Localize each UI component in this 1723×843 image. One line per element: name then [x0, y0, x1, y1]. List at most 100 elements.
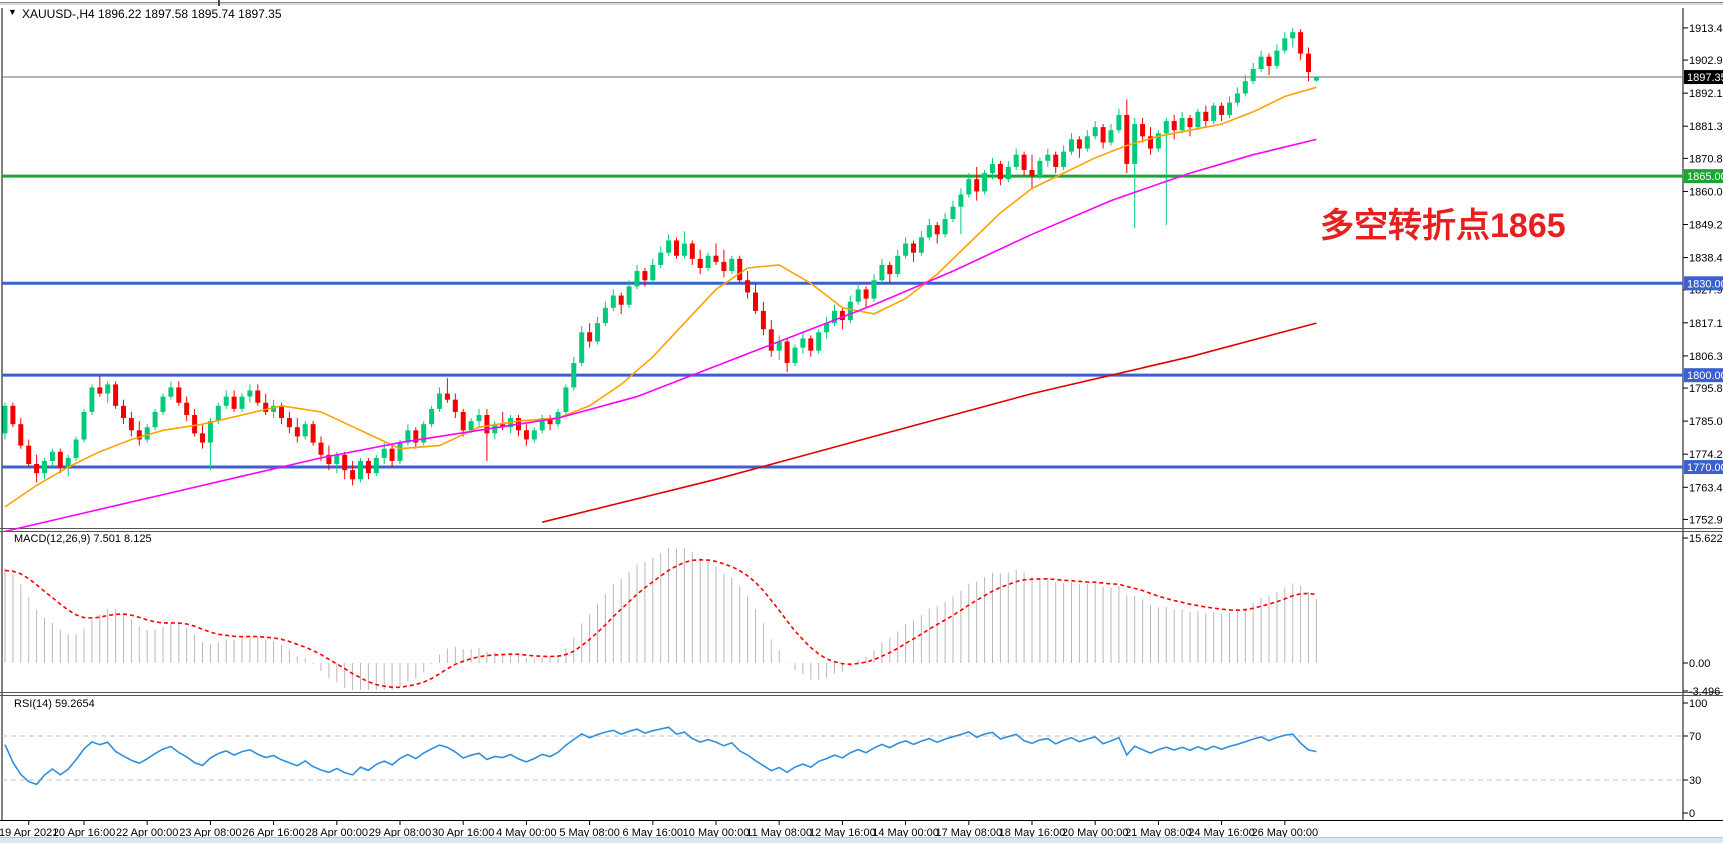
price-tick-label: 1860.00 [1689, 186, 1723, 198]
candle [871, 274, 877, 302]
fast-ma-line [4, 86, 1317, 508]
macd-indicator-label: MACD(12,26,9) 7.501 8.125 [14, 533, 152, 545]
candle [942, 212, 948, 238]
candle [73, 436, 79, 461]
candle [1258, 50, 1264, 73]
candle [1124, 99, 1130, 174]
candle [1171, 114, 1177, 140]
candle [855, 283, 861, 305]
chart-title-ohlc: XAUUSD-,H4 1896.22 1897.58 1895.74 1897.… [22, 7, 282, 21]
candle [903, 237, 909, 259]
candle [389, 445, 395, 468]
candle [1116, 108, 1122, 134]
macd-histogram [4, 547, 1317, 690]
candle [824, 316, 830, 339]
candle [200, 424, 205, 449]
candle [136, 421, 142, 446]
candle [1282, 32, 1288, 54]
current-price-badge: 1897.35 [1684, 70, 1723, 85]
symbol-dropdown-icon[interactable]: ▼ [8, 7, 17, 17]
candle [1037, 157, 1043, 180]
time-tick-label: 28 Apr 00:00 [306, 827, 368, 839]
slow-ma-line [542, 322, 1317, 523]
candle [674, 237, 679, 259]
price-tick-label: 1752.90 [1689, 514, 1723, 526]
time-tick-label: 6 May 16:00 [623, 827, 684, 839]
candle [911, 240, 916, 262]
candle [1100, 124, 1106, 149]
svg-text:1800.00: 1800.00 [1687, 370, 1723, 382]
candle [176, 381, 182, 406]
text-annotation-1865[interactable]: 多空转折点1865 [1320, 207, 1566, 245]
price-badge-1800: 1800.00 [1684, 368, 1723, 383]
candle [753, 283, 758, 314]
candle [1053, 151, 1059, 174]
candle [721, 249, 727, 278]
candle [350, 460, 356, 486]
price-scale[interactable]: 1913.40 1902.90 1892.10 1881.30 1870.80 1860.… [1683, 23, 1723, 527]
horizontal-level-lines[interactable] [2, 76, 1683, 469]
moving-averages [4, 86, 1317, 533]
candle [105, 381, 111, 403]
price-tick-label: 1892.10 [1689, 88, 1723, 100]
candle [887, 261, 893, 284]
panel-frames [0, 8, 1723, 821]
time-tick-label: 10 May 00:00 [683, 827, 750, 839]
candle [658, 246, 664, 268]
price-tick-label: 1849.20 [1689, 220, 1723, 232]
candle [365, 457, 371, 480]
candle [547, 414, 553, 431]
candle [1306, 47, 1311, 82]
time-tick-label: 30 Apr 16:00 [432, 827, 494, 839]
candle [26, 439, 32, 468]
candle [974, 166, 980, 201]
bottom-scroll-strip[interactable] [0, 837, 1723, 843]
time-tick-label: 29 Apr 08:00 [369, 827, 431, 839]
candle [1132, 117, 1138, 229]
candle [1069, 133, 1074, 155]
candle [89, 384, 95, 415]
candle [1266, 53, 1272, 76]
time-tick-label: 20 Apr 16:00 [53, 827, 115, 839]
candle [595, 316, 600, 345]
time-tick-label: 24 May 16:00 [1188, 827, 1255, 839]
candle [1211, 102, 1217, 125]
candle [689, 240, 695, 265]
candle [34, 454, 40, 483]
candle [247, 384, 253, 403]
candle [373, 454, 379, 477]
rsi-scale-label: 100 [1689, 698, 1707, 710]
candle [895, 249, 901, 278]
candle [516, 414, 521, 437]
candle [926, 219, 932, 241]
candle [1250, 62, 1256, 85]
price-tick-label: 1774.20 [1689, 449, 1723, 461]
candle [437, 387, 442, 412]
candle [397, 439, 403, 464]
candle [460, 408, 466, 437]
candle [429, 405, 435, 428]
candle [681, 231, 687, 259]
time-tick-label: 22 Apr 00:00 [116, 827, 178, 839]
rsi-scale-label: 70 [1689, 731, 1701, 743]
top-divider-tick [218, 0, 220, 6]
candle [650, 258, 656, 284]
candle [990, 157, 995, 180]
candle [800, 332, 806, 354]
svg-text:1897.35: 1897.35 [1687, 72, 1723, 84]
candles-layer[interactable] [2, 27, 1319, 486]
candle [1274, 44, 1280, 69]
candle [792, 344, 798, 366]
candle [310, 421, 316, 446]
candle [1219, 102, 1225, 122]
candle [1290, 27, 1296, 48]
candle [626, 280, 632, 308]
candle [1005, 160, 1011, 183]
price-tick-label: 1817.10 [1689, 318, 1723, 330]
candle [539, 414, 545, 434]
price-tick-label: 1913.40 [1689, 23, 1723, 35]
price-tick-label: 1870.80 [1689, 153, 1723, 165]
